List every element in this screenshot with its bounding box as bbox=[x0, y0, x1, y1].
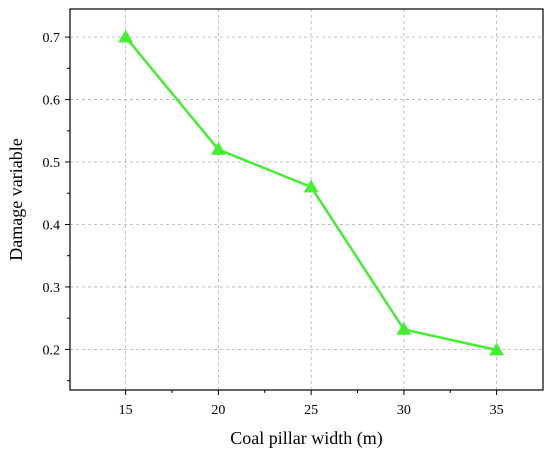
y-tick-label: 0.4 bbox=[43, 218, 61, 233]
x-axis-label: Coal pillar width (m) bbox=[230, 428, 382, 449]
data-point-marker bbox=[396, 321, 412, 335]
data-point-marker bbox=[489, 342, 504, 356]
series-layer bbox=[118, 29, 504, 356]
y-tick-label: 0.2 bbox=[43, 343, 61, 358]
data-point-marker bbox=[303, 179, 319, 193]
y-axis-label: Damage variable bbox=[6, 138, 26, 260]
x-tick-label: 20 bbox=[211, 403, 225, 418]
data-point-marker bbox=[211, 142, 226, 155]
grid-lines bbox=[70, 9, 543, 390]
x-axis-ticks: 15 20 25 30 35 bbox=[119, 390, 504, 418]
y-tick-label: 0.5 bbox=[43, 156, 61, 171]
x-tick-label: 25 bbox=[304, 403, 318, 418]
x-tick-label: 15 bbox=[119, 403, 133, 418]
y-tick-label: 0.6 bbox=[43, 94, 61, 109]
x-tick-label: 35 bbox=[490, 403, 504, 418]
plot-area-frame bbox=[69, 8, 544, 391]
x-tick-label: 30 bbox=[397, 403, 411, 418]
y-tick-label: 0.7 bbox=[43, 31, 61, 46]
data-point-marker bbox=[118, 29, 134, 43]
y-axis-ticks: 0.2 0.3 0.4 0.5 0.6 0.7 bbox=[43, 31, 70, 382]
y-tick-label: 0.3 bbox=[43, 281, 61, 296]
